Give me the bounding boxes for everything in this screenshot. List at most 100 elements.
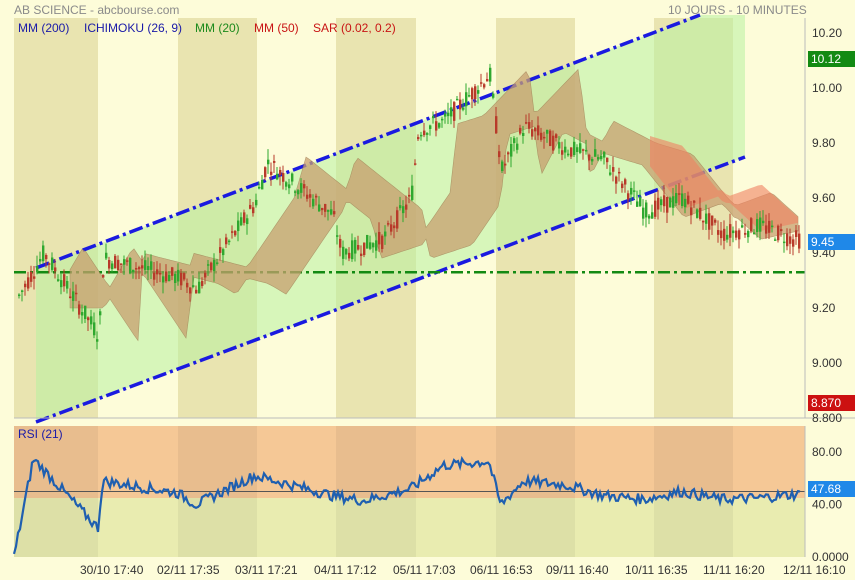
candle-body <box>561 150 564 155</box>
candle-body <box>486 79 489 82</box>
candle-body <box>141 265 144 269</box>
candle-body <box>594 149 597 157</box>
candle-body <box>153 272 156 280</box>
candle-body <box>150 261 153 270</box>
candle-body <box>468 95 471 97</box>
candle-body <box>513 138 516 144</box>
legend-mm200[interactable]: MM (200) <box>18 21 70 35</box>
candle-body <box>102 275 105 278</box>
price-high-tag: 10.12 <box>808 51 855 67</box>
candle-body <box>639 197 642 207</box>
candle-body <box>351 240 354 260</box>
channel-upper-line <box>35 13 701 270</box>
x-tick-label: 06/11 16:53 <box>470 563 533 577</box>
legend-sar[interactable]: SAR (0.02, 0.2) <box>313 21 396 35</box>
candle-body <box>750 218 753 232</box>
candle-body <box>318 204 321 212</box>
candle-body <box>621 183 624 189</box>
candle-body <box>783 241 786 244</box>
candle-body <box>678 193 681 195</box>
candle-body <box>27 277 30 289</box>
candle-body <box>666 196 669 213</box>
candle-body <box>159 273 162 275</box>
candle-body <box>552 135 555 151</box>
candle-body <box>345 249 348 255</box>
candle-body <box>306 194 309 199</box>
candle-body <box>765 225 768 234</box>
candle-body <box>597 157 600 160</box>
candle-body <box>240 217 243 226</box>
candle-body <box>78 304 81 315</box>
candle-body <box>615 176 618 184</box>
candle-body <box>93 322 96 336</box>
candle-body <box>480 82 483 84</box>
candle-body <box>369 242 372 249</box>
candle-body <box>714 219 717 223</box>
candle-body <box>549 130 552 146</box>
candle-body <box>33 276 36 279</box>
legend-ichimoku[interactable]: ICHIMOKU (26, 9) <box>84 21 183 35</box>
candle-body <box>201 281 204 286</box>
price-last-tag: 9.45 <box>808 234 855 250</box>
candle-body <box>768 220 771 233</box>
candle-body <box>786 233 789 247</box>
candle-body <box>198 281 201 294</box>
axes: 10.2010.009.809.609.409.209.0008.80080.0… <box>14 18 855 577</box>
candle-body <box>24 283 27 288</box>
candle-body <box>696 209 699 218</box>
candle-body <box>375 240 378 251</box>
candle-body <box>693 200 696 203</box>
candle-body <box>255 199 258 206</box>
candle-body <box>465 92 468 107</box>
candle-body <box>234 230 237 236</box>
x-tick-label: 03/11 17:21 <box>235 563 298 577</box>
candle-body <box>96 339 99 342</box>
candle-body <box>408 194 411 197</box>
candle-body <box>111 263 114 270</box>
candle-body <box>276 173 279 180</box>
candle-body <box>780 229 783 232</box>
x-tick-label: 09/11 16:40 <box>546 563 609 577</box>
candle-body <box>798 233 801 249</box>
candle-body <box>132 269 135 273</box>
x-tick-label: 11/11 16:20 <box>703 563 765 577</box>
candle-body <box>453 102 456 121</box>
candle-body <box>705 213 708 224</box>
candle-body <box>264 167 267 178</box>
candle-body <box>174 273 177 284</box>
candle-body <box>642 207 645 219</box>
ichimoku-span <box>69 68 799 342</box>
candle-body <box>390 224 393 232</box>
candle-body <box>261 180 264 190</box>
legend-mm50[interactable]: MM (50) <box>254 21 299 35</box>
candle-body <box>123 259 126 265</box>
candle-body <box>207 264 210 266</box>
candle-body <box>183 273 186 280</box>
candle-body <box>771 225 774 228</box>
candle-body <box>411 185 414 200</box>
candle-body <box>519 127 522 134</box>
candles <box>18 63 801 350</box>
candle-body <box>726 234 729 240</box>
candle-body <box>66 280 69 289</box>
candle-body <box>582 149 585 151</box>
candle-body <box>144 260 147 270</box>
candle-body <box>114 255 117 269</box>
candle-body <box>543 136 546 139</box>
candle-body <box>690 207 693 216</box>
legend-mm20[interactable]: MM (20) <box>195 21 240 35</box>
channel-lower-line <box>35 155 746 424</box>
x-tick-label: 12/11 16:10 <box>783 563 846 577</box>
candle-body <box>21 290 24 292</box>
candle-body <box>288 184 291 189</box>
candle-body <box>732 230 735 234</box>
candle-body <box>378 231 381 245</box>
chart-period: 10 JOURS - 10 MINUTES <box>668 3 807 17</box>
ichimoku-bear-span <box>650 136 798 231</box>
candle-body <box>600 155 603 160</box>
candle-body <box>585 149 588 152</box>
candle-body <box>156 269 159 275</box>
candle-body <box>441 118 444 121</box>
candle-body <box>564 146 567 153</box>
candle-body <box>231 231 234 233</box>
